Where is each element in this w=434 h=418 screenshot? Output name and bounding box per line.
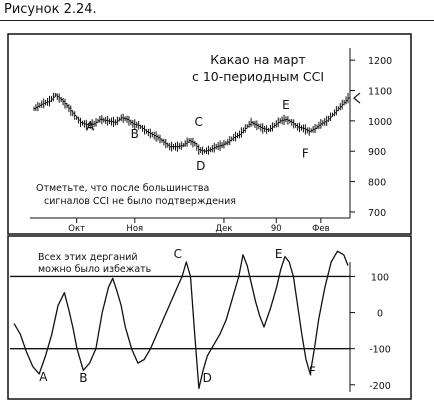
top-panel-frame (7, 33, 412, 235)
cci-annotation-C: C (174, 247, 182, 261)
cci-marks: 100 0 -100 -200 A B C D E F (10, 247, 391, 392)
cci-annotation-B: B (79, 371, 87, 385)
header-rule (0, 20, 434, 21)
price-x-tick-label: Фев (312, 224, 330, 234)
cci-annotation-D: D (203, 371, 212, 385)
price-x-tick-label: Дек (215, 224, 232, 234)
cci-annotation-A: A (39, 370, 48, 384)
price-y-tick-label: 800 (368, 178, 386, 189)
price-annotation-C: C (195, 115, 203, 129)
price-y-tick-label: 900 (368, 147, 386, 158)
cci-y-tick-label: -100 (369, 345, 391, 356)
cci-y-tick-label: -200 (369, 381, 391, 392)
cci-note-line-2: можно было избежать (38, 264, 152, 275)
price-annotation-F: F (302, 147, 309, 161)
cci-annotation-F: F (309, 364, 316, 378)
price-note-line-1: Отметьте, что после большинства (36, 183, 209, 194)
price-y-tick-label: 700 (368, 208, 386, 219)
price-annotation-B: B (131, 127, 139, 141)
price-title-line-1: Какао на март (210, 52, 305, 67)
price-annotation-A: A (86, 119, 95, 133)
figure-label: Рисунок 2.24. (4, 2, 97, 17)
price-marks: 1200 1100 1000 900 800 700 Окт Ноя Дек 90 Фев A B C D E… (33, 56, 392, 234)
cci-annotation-E: E (275, 247, 283, 261)
price-note-line-2: сигналов CCI не было подтверждения (44, 196, 236, 207)
last-price-marker (353, 92, 361, 104)
price-title-line-2: с 10-периодным CCI (192, 69, 324, 84)
price-y-tick-label: 1000 (368, 117, 392, 128)
price-x-tick-label: Ноя (126, 224, 143, 234)
cci-y-tick-label: 0 (377, 309, 383, 320)
cci-note-line-1: Всех этих дерганий (38, 252, 138, 263)
price-annotation-D: D (196, 159, 205, 173)
cci-y-tick-label: 100 (371, 272, 389, 283)
cci-line (13, 250, 349, 390)
price-x-tick-label: 90 (271, 224, 282, 234)
price-y-tick-label: 1100 (368, 87, 392, 98)
price-annotation-E: E (282, 98, 290, 112)
price-y-tick-label: 1200 (368, 56, 392, 67)
price-x-tick-label: Окт (68, 224, 85, 234)
bottom-panel-frame (7, 235, 412, 400)
